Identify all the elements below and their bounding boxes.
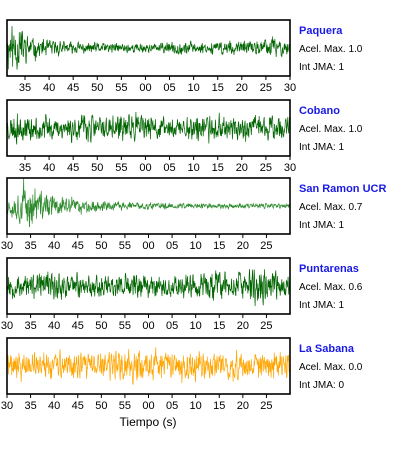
station-panel: 30 35 40 45 50 55 00 05 10 15 20 25 Puntarenas Acel. … xyxy=(1,257,363,332)
x-tick-label: 20 xyxy=(237,320,249,332)
x-tick-label: 00 xyxy=(139,82,151,94)
x-tick-label: 45 xyxy=(72,400,84,412)
max-acceleration-label: Acel. Max. 1.0 xyxy=(299,44,363,55)
x-tick-label: 50 xyxy=(95,400,107,412)
x-tick-label: 15 xyxy=(212,82,224,94)
x-tick-label: 10 xyxy=(188,162,200,174)
x-tick-label: 50 xyxy=(91,82,103,94)
jma-intensity-label: Int JMA: 0 xyxy=(299,380,344,391)
x-tick-label: 20 xyxy=(237,240,249,252)
x-tick-label: 45 xyxy=(67,162,79,174)
waveform-trace xyxy=(7,111,290,145)
station-name: Puntarenas xyxy=(299,263,359,275)
x-tick-label: 15 xyxy=(213,320,225,332)
x-tick-label: 05 xyxy=(166,320,178,332)
x-tick-label: 55 xyxy=(115,82,127,94)
x-tick-label: 30 xyxy=(1,400,13,412)
x-tick-label: 35 xyxy=(24,320,36,332)
x-tick-label: 50 xyxy=(91,162,103,174)
max-acceleration-label: Acel. Max. 0.7 xyxy=(299,202,363,213)
panel-frame xyxy=(6,19,291,77)
x-tick-label: 10 xyxy=(190,400,202,412)
station-name: La Sabana xyxy=(299,343,355,355)
x-tick-label: 55 xyxy=(119,400,131,412)
x-tick-label: 00 xyxy=(142,400,154,412)
x-tick-label: 25 xyxy=(260,162,272,174)
x-tick-label: 35 xyxy=(19,82,31,94)
x-tick-label: 50 xyxy=(95,240,107,252)
waveform-trace xyxy=(7,347,290,385)
x-tick-label: 00 xyxy=(142,320,154,332)
max-acceleration-label: Acel. Max. 0.0 xyxy=(299,362,363,373)
x-tick-label: 20 xyxy=(237,400,249,412)
x-tick-label: 05 xyxy=(163,162,175,174)
x-tick-label: 55 xyxy=(119,320,131,332)
station-name: San Ramon UCR xyxy=(299,183,386,195)
x-tick-label: 30 xyxy=(284,82,296,94)
station-panel: 30 35 40 45 50 55 00 05 10 15 20 25 San Ramon UCR Ace… xyxy=(1,177,386,252)
x-tick-label: 25 xyxy=(260,320,272,332)
jma-intensity-label: Int JMA: 1 xyxy=(299,300,344,311)
x-tick-label: 15 xyxy=(212,162,224,174)
x-tick-label: 55 xyxy=(119,240,131,252)
x-tick-label: 45 xyxy=(72,320,84,332)
x-tick-label: 15 xyxy=(213,400,225,412)
station-panel: 35 40 45 50 55 00 05 10 15 20 25 30 Paquera Acel. Max… xyxy=(6,19,363,94)
waveform-trace xyxy=(7,26,290,70)
panel-frame xyxy=(6,99,291,157)
x-tick-label: 00 xyxy=(139,162,151,174)
station-name: Paquera xyxy=(299,25,343,37)
x-tick-label: 35 xyxy=(24,240,36,252)
x-tick-label: 15 xyxy=(213,240,225,252)
waveform-trace xyxy=(7,268,290,307)
station-panel: 35 40 45 50 55 00 05 10 15 20 25 30 Cobano Acel. Max.… xyxy=(6,99,363,174)
x-tick-label: 40 xyxy=(43,162,55,174)
x-tick-label: 25 xyxy=(260,400,272,412)
jma-intensity-label: Int JMA: 1 xyxy=(299,220,344,231)
x-tick-label: 45 xyxy=(72,240,84,252)
max-acceleration-label: Acel. Max. 1.0 xyxy=(299,124,363,135)
x-tick-label: 40 xyxy=(48,240,60,252)
station-name: Cobano xyxy=(299,105,340,117)
x-tick-label: 05 xyxy=(163,82,175,94)
x-tick-label: 45 xyxy=(67,82,79,94)
max-acceleration-label: Acel. Max. 0.6 xyxy=(299,282,363,293)
x-tick-label: 35 xyxy=(19,162,31,174)
station-panel: 30 35 40 45 50 55 00 05 10 15 20 25 La Sabana Acel. M… xyxy=(1,337,363,412)
x-tick-label: 40 xyxy=(48,400,60,412)
x-tick-label: 10 xyxy=(188,82,200,94)
x-tick-label: 10 xyxy=(190,320,202,332)
x-tick-label: 50 xyxy=(95,320,107,332)
x-tick-label: 20 xyxy=(236,82,248,94)
x-tick-label: 25 xyxy=(260,82,272,94)
x-tick-label: 05 xyxy=(166,240,178,252)
x-tick-label: 30 xyxy=(1,240,13,252)
x-tick-label: 55 xyxy=(115,162,127,174)
x-tick-label: 00 xyxy=(142,240,154,252)
x-tick-label: 30 xyxy=(1,320,13,332)
x-tick-label: 05 xyxy=(166,400,178,412)
x-tick-label: 10 xyxy=(190,240,202,252)
x-tick-label: 20 xyxy=(236,162,248,174)
x-tick-label: 40 xyxy=(43,82,55,94)
x-tick-label: 40 xyxy=(48,320,60,332)
x-tick-label: 30 xyxy=(284,162,296,174)
x-tick-label: 25 xyxy=(260,240,272,252)
x-axis-label: Tiempo (s) xyxy=(120,415,177,429)
seismogram-panels: 35 40 45 50 55 00 05 10 15 20 25 30 Paquera Acel. Max… xyxy=(1,19,386,412)
jma-intensity-label: Int JMA: 1 xyxy=(299,142,344,153)
jma-intensity-label: Int JMA: 1 xyxy=(299,62,344,73)
x-tick-label: 35 xyxy=(24,400,36,412)
waveform-trace xyxy=(7,178,290,228)
